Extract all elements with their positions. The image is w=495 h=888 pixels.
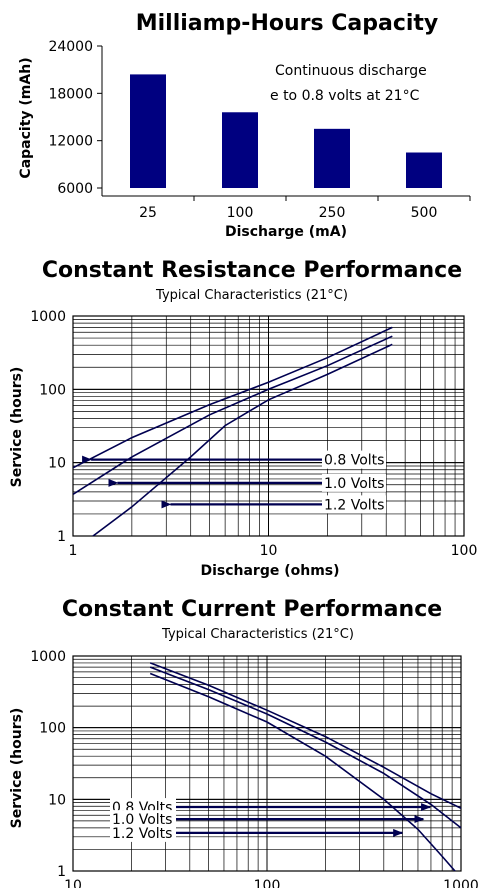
y-tick-label: 18000	[48, 86, 93, 102]
y-tick-label: 100	[39, 382, 66, 398]
series-lines	[73, 326, 393, 536]
series-label: 1.2 Volts	[112, 826, 172, 842]
capacity-chart-annotation-line-1: Continuous discharge	[275, 63, 427, 79]
x-tick-label: 100	[227, 205, 254, 221]
label-backdrop	[110, 810, 176, 829]
current-chart: Constant Current Performance Typical Cha…	[9, 597, 479, 888]
plot-frame	[72, 315, 465, 537]
current-chart-y-axis-title-wrap: Service (hours)	[9, 708, 25, 829]
series-line	[73, 326, 393, 469]
capacity-chart-x-ticks: 25 100 250 500	[139, 196, 471, 221]
plot-frame	[72, 655, 462, 872]
x-tick-label: 250	[319, 205, 346, 221]
grid	[72, 315, 465, 537]
y-tick-label: 1	[57, 529, 66, 545]
y-tick-label: 24000	[48, 39, 93, 55]
series-label: 1.2 Volts	[324, 497, 384, 513]
resistance-chart-y-axis-title-wrap: Service (hours)	[9, 367, 25, 488]
resistance-chart-x-axis-title: Discharge (ohms)	[200, 563, 339, 579]
series-line	[149, 662, 461, 810]
series-lines	[149, 662, 461, 871]
capacity-chart-y-ticks: 6000 12000 18000 24000	[48, 39, 102, 197]
y-tick-label: 12000	[48, 134, 93, 150]
resistance-chart-title: Constant Resistance Performance	[42, 258, 462, 283]
current-chart-y-axis-title: Service (hours)	[9, 708, 25, 829]
series-line	[149, 672, 457, 871]
x-tick-label: 100	[254, 878, 281, 888]
y-tick-label: 6000	[57, 181, 93, 197]
x-tick-label: 25	[139, 205, 157, 221]
bar	[130, 74, 166, 188]
bar	[314, 128, 350, 188]
y-tick-label: 1000	[30, 309, 66, 325]
resistance-chart-subtitle: Typical Characteristics (21°C)	[155, 288, 348, 303]
x-tick-label: 1000	[443, 878, 479, 888]
capacity-chart-bars	[130, 74, 442, 188]
resistance-chart: Constant Resistance Performance Typical …	[9, 258, 477, 579]
current-chart-subtitle: Typical Characteristics (21°C)	[161, 627, 354, 642]
capacity-chart-y-axis-title: Capacity (mAh)	[18, 57, 34, 178]
x-tick-label: 500	[411, 205, 438, 221]
y-tick-label: 1000	[30, 649, 66, 665]
x-tick-label: 10	[64, 878, 82, 888]
series-label-arrows: 0.8 Volts 1.0 Volts 1.2 Volts	[82, 450, 386, 514]
capacity-chart-y-axis-title-wrap: Capacity (mAh)	[18, 57, 34, 178]
resistance-chart-y-axis-title: Service (hours)	[9, 367, 25, 488]
y-tick-label: 10	[48, 792, 66, 808]
label-backdrop	[322, 495, 386, 514]
x-tick-label: 10	[260, 543, 278, 559]
series-line	[91, 343, 393, 536]
current-chart-title: Constant Current Performance	[62, 597, 442, 622]
y-tick-label: 10	[48, 456, 66, 472]
y-tick-label: 1	[57, 864, 66, 880]
series-label: 0.8 Volts	[324, 453, 384, 469]
series-label: 1.0 Volts	[324, 476, 384, 492]
label-backdrop	[110, 823, 176, 842]
capacity-chart-x-axis-title: Discharge (mA)	[225, 224, 347, 240]
bar	[406, 152, 442, 188]
label-backdrop	[322, 473, 386, 492]
series-line	[149, 666, 461, 829]
label-backdrop	[322, 450, 386, 469]
series-line	[73, 335, 393, 495]
x-tick-label: 1	[69, 543, 78, 559]
x-tick-label: 100	[451, 543, 478, 559]
capacity-chart-title: Milliamp-Hours Capacity	[136, 11, 439, 36]
y-tick-label: 100	[39, 721, 66, 737]
bar	[222, 112, 258, 188]
resistance-chart-plot: 1 10 100 1000 1 10 100 0.8 Volts 1.0 Volts 1.2 Vo…	[30, 309, 477, 559]
capacity-chart: Milliamp-Hours Capacity Capacity (mAh) 6…	[18, 11, 471, 240]
capacity-chart-annotation-line-2: e to 0.8 volts at 21°C	[270, 88, 420, 104]
